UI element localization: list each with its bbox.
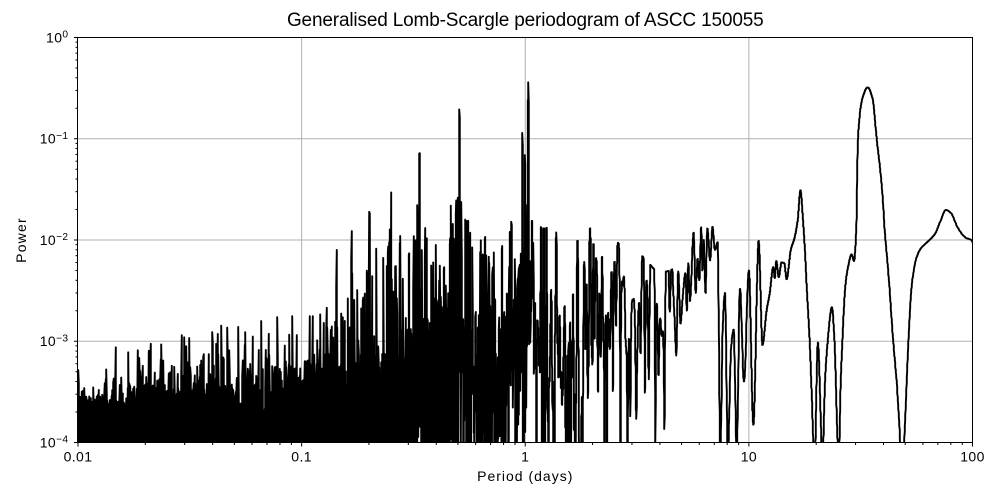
svg-text:10: 10 (741, 449, 757, 465)
svg-text:10−1: 10−1 (40, 131, 69, 147)
svg-text:Generalised Lomb-Scargle perio: Generalised Lomb-Scargle periodogram of … (287, 10, 764, 31)
svg-text:Power: Power (13, 217, 29, 263)
svg-text:0.01: 0.01 (64, 449, 93, 465)
svg-text:Period (days): Period (days) (477, 468, 573, 484)
svg-text:10−3: 10−3 (40, 333, 69, 349)
svg-text:10−2: 10−2 (40, 232, 69, 248)
svg-text:1: 1 (521, 449, 529, 465)
svg-text:100: 100 (46, 29, 68, 45)
svg-text:100: 100 (960, 449, 985, 465)
svg-text:0.1: 0.1 (291, 449, 312, 465)
